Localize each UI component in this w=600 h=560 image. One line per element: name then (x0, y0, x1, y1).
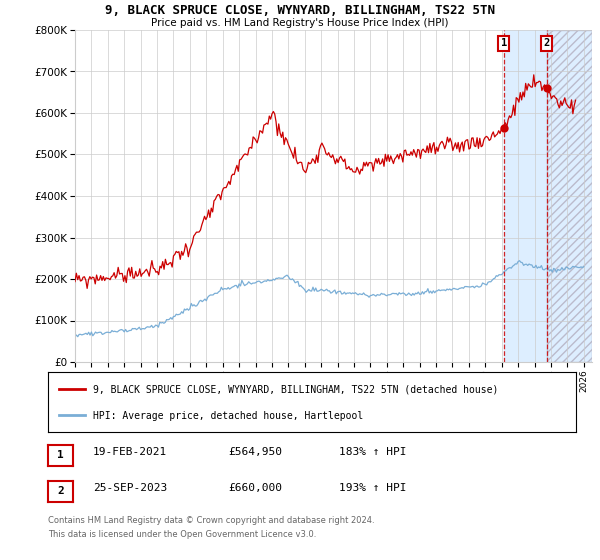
Text: 1: 1 (500, 38, 507, 48)
Text: 25-SEP-2023: 25-SEP-2023 (93, 483, 167, 493)
Text: Price paid vs. HM Land Registry's House Price Index (HPI): Price paid vs. HM Land Registry's House … (151, 18, 449, 28)
Bar (503, 30, 547, 362)
Text: £564,950: £564,950 (228, 447, 282, 457)
Text: 9, BLACK SPRUCE CLOSE, WYNYARD, BILLINGHAM, TS22 5TN (detached house): 9, BLACK SPRUCE CLOSE, WYNYARD, BILLINGH… (93, 385, 498, 395)
Text: HPI: Average price, detached house, Hartlepool: HPI: Average price, detached house, Hart… (93, 412, 363, 422)
Text: 1: 1 (57, 450, 64, 460)
Text: 2: 2 (57, 487, 64, 497)
Text: Contains HM Land Registry data © Crown copyright and database right 2024.: Contains HM Land Registry data © Crown c… (48, 516, 374, 525)
Text: This data is licensed under the Open Government Licence v3.0.: This data is licensed under the Open Gov… (48, 530, 316, 539)
Text: 183% ↑ HPI: 183% ↑ HPI (339, 447, 407, 457)
Text: 193% ↑ HPI: 193% ↑ HPI (339, 483, 407, 493)
Bar (547, 30, 592, 362)
Text: £660,000: £660,000 (228, 483, 282, 493)
Text: 9, BLACK SPRUCE CLOSE, WYNYARD, BILLINGHAM, TS22 5TN: 9, BLACK SPRUCE CLOSE, WYNYARD, BILLINGH… (105, 4, 495, 17)
Text: 19-FEB-2021: 19-FEB-2021 (93, 447, 167, 457)
Text: 2: 2 (544, 38, 550, 48)
